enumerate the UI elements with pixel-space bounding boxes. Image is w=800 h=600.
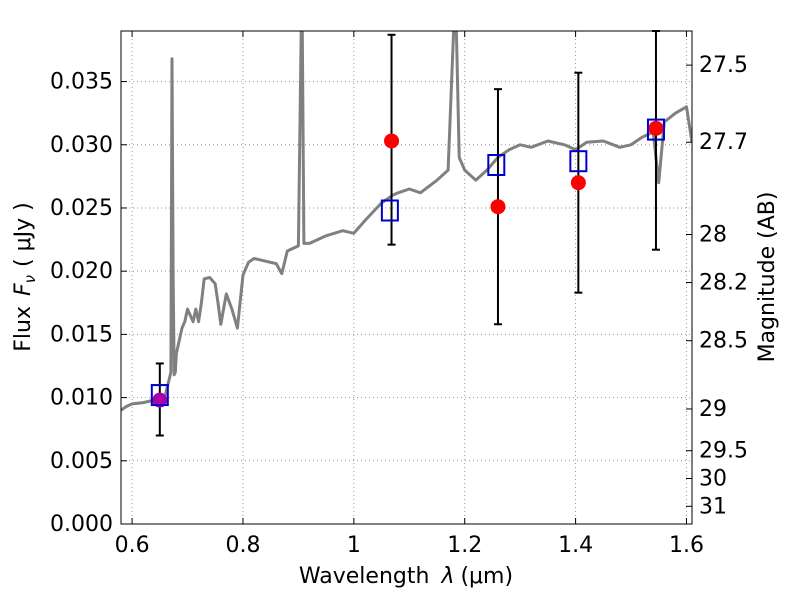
y2-tick-label: 28.2 — [699, 271, 748, 296]
model-spectrum-line — [121, 31, 692, 412]
plot-frame — [120, 30, 693, 525]
observed-point — [648, 120, 664, 136]
y-tick-label: 0.035 — [50, 70, 113, 95]
observed-point — [152, 392, 168, 408]
x-tick-label: 1.6 — [669, 533, 704, 558]
y-tick-label: 0.030 — [50, 133, 113, 158]
axis-ticks: 0.6 0.8 1 1.2 1.4 1.6 0.000 0.005 0.010 0.015 0.02… — [50, 31, 748, 558]
synthetic-point — [380, 199, 399, 222]
x-tick-label: 0.8 — [225, 533, 260, 558]
y-tick-label: 0.010 — [50, 386, 113, 411]
y-tick-label: 0.020 — [50, 259, 113, 284]
y2-axis-label: Magnitude (AB) — [755, 192, 780, 363]
y-tick-label: 0.000 — [50, 512, 113, 537]
y2-tick-label: 30 — [699, 466, 727, 491]
synthetic-point — [569, 150, 588, 173]
y2-tick-label: 27.5 — [699, 53, 748, 78]
y2-tick-label: 29.5 — [699, 439, 748, 464]
y2-tick-label: 31 — [699, 494, 727, 519]
synthetic-point — [487, 153, 506, 176]
observed-point — [384, 133, 400, 149]
observed-point — [490, 199, 506, 215]
x-tick-label: 1.4 — [558, 533, 593, 558]
y2-tick-label: 28.5 — [699, 329, 748, 354]
observed-point — [570, 175, 586, 191]
y-tick-label: 0.005 — [50, 449, 113, 474]
synthetic-point — [150, 384, 169, 407]
observed-points-layer — [152, 120, 664, 408]
synthetic-points-layer — [150, 118, 665, 407]
y-tick-label: 0.025 — [50, 196, 113, 221]
model-spectrum-layer — [121, 31, 692, 412]
x-tick-label: 1.2 — [447, 533, 482, 558]
y-tick-label: 0.015 — [50, 322, 113, 347]
y2-tick-label: 27.7 — [699, 130, 748, 155]
y-axis-label: FluxFν( μJy ) — [11, 202, 39, 351]
x-tick-label: 0.6 — [115, 533, 150, 558]
x-axis-label: Wavelength λ (μm) — [299, 564, 513, 589]
y2-tick-label: 29 — [699, 397, 727, 422]
synthetic-point — [646, 118, 665, 141]
y2-tick-label: 28 — [699, 223, 727, 248]
x-tick-label: 1 — [347, 533, 361, 558]
errorbar-layer — [155, 30, 660, 437]
